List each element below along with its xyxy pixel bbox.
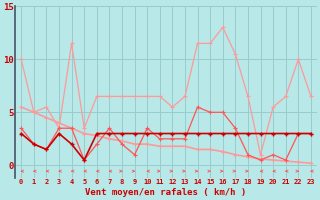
X-axis label: Vent moyen/en rafales ( km/h ): Vent moyen/en rafales ( km/h ) xyxy=(85,188,247,197)
